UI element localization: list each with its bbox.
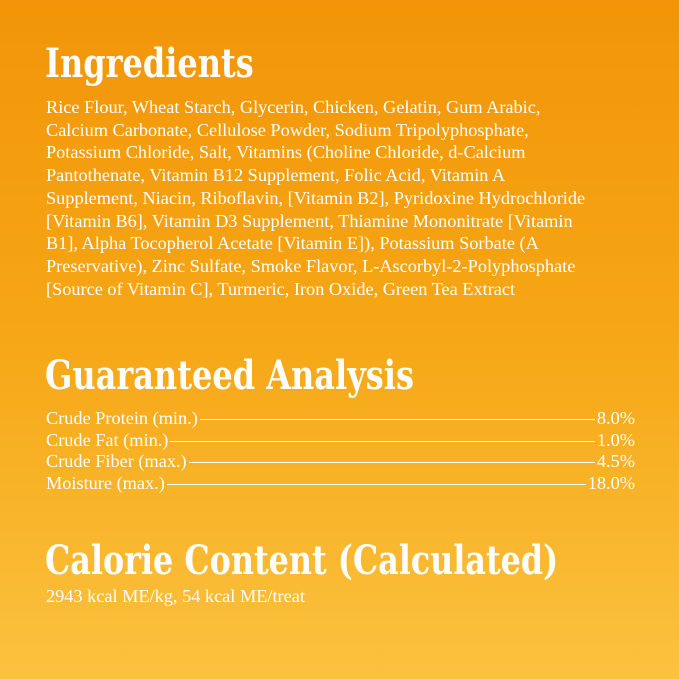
analysis-label: Crude Fat (min.) [46,429,169,450]
ingredients-line: Supplement, Niacin, Riboflavin, [Vitamin… [46,187,586,208]
ingredients-line: [Vitamin B6], Vitamin D3 Supplement, Thi… [46,210,573,231]
ingredients-line: Preservative), Zinc Sulfate, Smoke Flavo… [46,255,576,276]
leader-line [166,483,586,485]
ingredients-line: Calcium Carbonate, Cellulose Powder, Sod… [46,119,529,140]
guaranteed-analysis-heading: Guaranteed Analysis [45,352,414,399]
ingredients-line: Pantothenate, Vitamin B12 Supplement, Fo… [46,165,506,186]
analysis-value: 18.0% [587,472,635,493]
analysis-label: Crude Protein (min.) [46,408,198,428]
analysis-table: Crude Protein (min.) 8.0% Crude Fat (min.… [46,408,635,494]
analysis-row: Moisture (max.) 18.0% [46,473,635,495]
analysis-row: Crude Fat (min.) 1.0% [46,430,635,452]
ingredients-line: [Source of Vitamin C], Turmeric, Iron Ox… [46,278,516,299]
leader-line [199,419,595,420]
analysis-row: Crude Protein (min.) 8.0% [46,408,635,430]
analysis-row: Crude Fiber (max.) 4.5% [46,451,635,473]
analysis-label: Moisture (max.) [46,472,165,493]
analysis-value: 1.0% [596,429,635,450]
leader-line [170,440,595,442]
ingredients-line: B1], Alpha Tocopherol Acetate [Vitamin E… [46,233,539,254]
ingredients-line: Rice Flour, Wheat Starch, Glycerin, Chic… [46,97,541,117]
analysis-label: Crude Fiber (max.) [46,451,187,471]
calorie-content-text: 2943 kcal ME/kg, 54 kcal ME/treat [46,586,305,606]
ingredients-heading: Ingredients [45,40,254,87]
analysis-value: 8.0% [596,408,635,428]
ingredients-list: Rice Flour, Wheat Starch, Glycerin, Chic… [46,96,585,300]
leader-line [188,462,595,463]
analysis-value: 4.5% [596,451,635,471]
calorie-content-heading: Calorie Content (Calculated) [45,537,559,584]
ingredients-line: Potassium Chloride, Salt, Vitamins (Chol… [46,142,526,163]
